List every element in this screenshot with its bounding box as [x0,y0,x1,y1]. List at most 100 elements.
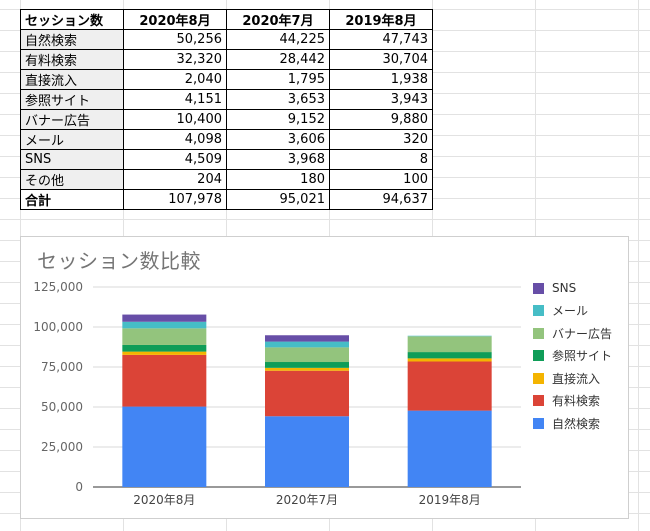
bar-segment [265,416,349,487]
legend-item[interactable]: 参照サイト [533,345,612,368]
bar-segment [265,347,349,363]
value-cell[interactable]: 3,653 [226,89,330,110]
total-value-cell[interactable]: 95,021 [226,189,330,210]
table-column-header[interactable]: 2020年7月 [226,9,330,30]
total-label-cell[interactable]: 合計 [20,189,124,210]
bar-segment [122,314,207,322]
total-value-cell[interactable]: 107,978 [123,189,227,210]
total-value-cell[interactable]: 94,637 [329,189,433,210]
row-label-cell[interactable]: メール [20,129,124,150]
row-label-cell[interactable]: その他 [20,169,124,190]
bar-segment [407,352,492,359]
table-header-row: セッション数 2020年8月 2020年7月 2019年8月 [20,9,433,30]
value-cell[interactable]: 3,606 [226,129,330,150]
table-row: SNS 4,509 3,968 8 [20,149,433,170]
y-tick-label: 25,000 [41,440,83,454]
value-cell[interactable]: 3,943 [329,89,433,110]
y-tick-label: 0 [75,480,83,494]
value-cell[interactable]: 9,880 [329,109,433,130]
table-total-row: 合計 107,978 95,021 94,637 [20,189,433,210]
bar-segment [122,321,207,329]
bar-segment [265,362,349,368]
table-row: 参照サイト 4,151 3,653 3,943 [20,89,433,110]
value-cell[interactable]: 8 [329,149,433,170]
legend-swatch [533,282,544,294]
bar-segment [407,361,492,411]
table-row: 直接流入 2,040 1,795 1,938 [20,69,433,90]
table-column-header[interactable]: 2019年8月 [329,9,433,30]
value-cell[interactable]: 10,400 [123,109,227,130]
table-row: バナー広告 10,400 9,152 9,880 [20,109,433,130]
value-cell[interactable]: 30,704 [329,49,433,70]
legend-item[interactable]: 直接流入 [533,367,612,390]
x-tick-label: 2020年8月 [133,493,195,507]
value-cell[interactable]: 4,151 [123,89,227,110]
row-label-cell[interactable]: 有料検索 [20,49,124,70]
table-column-header[interactable]: 2020年8月 [123,9,227,30]
bar-segment [265,367,349,371]
legend-swatch [533,417,544,429]
y-tick-label: 50,000 [41,400,83,414]
legend-item[interactable]: バナー広告 [533,322,612,345]
bar-segment [122,354,207,407]
legend-swatch [533,372,544,384]
bar-segment [407,358,492,362]
value-cell[interactable]: 47,743 [329,29,433,50]
value-cell[interactable]: 3,968 [226,149,330,170]
legend-swatch [533,305,544,317]
bar-segment [265,341,349,348]
legend-label: バナー広告 [552,326,613,341]
legend-swatch [533,395,544,407]
chart-container[interactable]: 0 25,000 50,000 75,000 100,000 125,000 2020年8月… [20,236,629,519]
bar-segment [265,370,349,417]
bar-segment [407,336,492,353]
value-cell[interactable]: 9,152 [226,109,330,130]
value-cell[interactable]: 28,442 [226,49,330,70]
legend-label: 自然検索 [552,416,601,431]
value-cell[interactable]: 4,098 [123,129,227,150]
row-label-cell[interactable]: 自然検索 [20,29,124,50]
y-tick-label: 75,000 [41,360,83,374]
table-row: 自然検索 50,256 44,225 47,743 [20,29,433,50]
row-label-cell[interactable]: バナー広告 [20,109,124,130]
legend-item[interactable]: 有料検索 [533,390,612,413]
table-corner-cell[interactable]: セッション数 [20,9,124,30]
legend-swatch [533,350,544,362]
bar-segment [265,335,349,342]
chart-legend: SNS メールバナー広告参照サイト直接流入有料検索自然検索 [533,277,612,435]
legend-label: 直接流入 [552,371,601,386]
value-cell[interactable]: 32,320 [123,49,227,70]
legend-item[interactable]: メール [533,300,612,323]
value-cell[interactable]: 180 [226,169,330,190]
value-cell[interactable]: 320 [329,129,433,150]
stacked-bar-chart: 0 25,000 50,000 75,000 100,000 125,000 2020年8月… [33,280,521,507]
bar-segment [122,351,207,355]
value-cell[interactable]: 1,938 [329,69,433,90]
legend-swatch [533,327,544,339]
value-cell[interactable]: 50,256 [123,29,227,50]
legend-label: 有料検索 [552,394,601,409]
table-row: その他 204 180 100 [20,169,433,190]
legend-item[interactable]: SNS [533,277,612,300]
y-tick-label: 100,000 [33,320,83,334]
value-cell[interactable]: 44,225 [226,29,330,50]
bar-segment [122,328,207,345]
value-cell[interactable]: 2,040 [123,69,227,90]
table-row: 有料検索 32,320 28,442 30,704 [20,49,433,70]
value-cell[interactable]: 100 [329,169,433,190]
table-row: メール 4,098 3,606 320 [20,129,433,150]
bar-segment [122,406,207,487]
data-table: セッション数 2020年8月 2020年7月 2019年8月 自然検索 50,256 44,… [20,9,433,210]
row-label-cell[interactable]: 直接流入 [20,69,124,90]
value-cell[interactable]: 204 [123,169,227,190]
x-tick-label: 2019年8月 [419,493,481,507]
value-cell[interactable]: 4,509 [123,149,227,170]
row-label-cell[interactable]: 参照サイト [20,89,124,110]
legend-item[interactable]: 自然検索 [533,412,612,435]
legend-label: メール [552,304,589,319]
x-tick-label: 2020年7月 [276,493,338,507]
bar-segment [407,335,492,337]
value-cell[interactable]: 1,795 [226,69,330,90]
row-label-cell[interactable]: SNS [20,149,124,170]
bar-segment [407,410,492,487]
